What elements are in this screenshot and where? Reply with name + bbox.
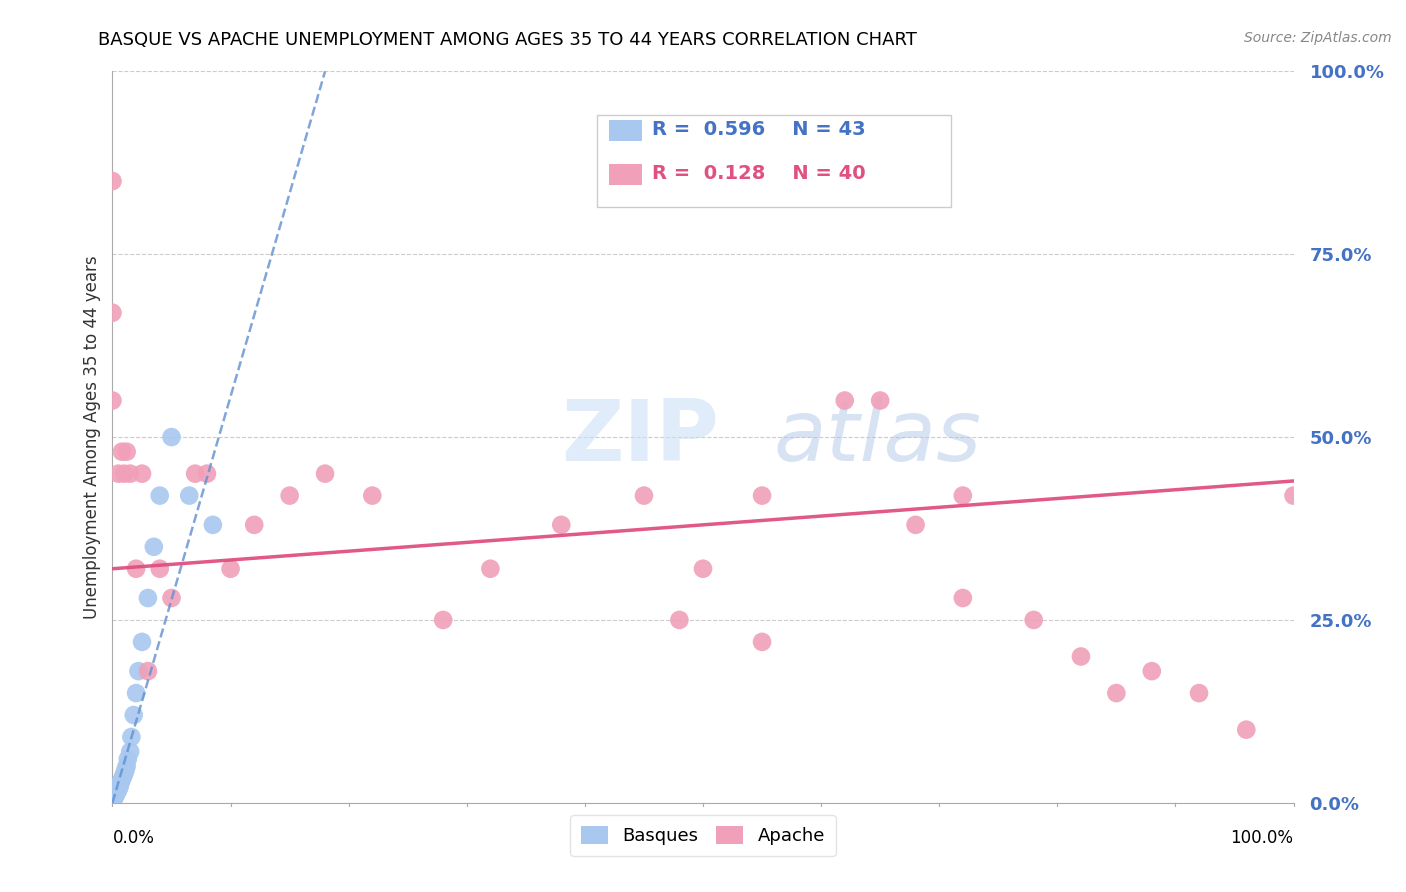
Point [104, 789, 127, 804]
Point [1105, 686, 1128, 700]
Point [149, 562, 172, 576]
Point [103, 790, 125, 805]
Point [115, 444, 138, 458]
Point [952, 591, 974, 605]
Point [107, 781, 129, 796]
Y-axis label: Unemployment Among Ages 35 to 44 years: Unemployment Among Ages 35 to 44 years [83, 255, 101, 619]
Point [184, 467, 207, 481]
Point [101, 393, 124, 408]
Point [179, 489, 201, 503]
Point [101, 796, 124, 810]
Point [101, 306, 124, 320]
Point [115, 759, 138, 773]
Point [131, 635, 153, 649]
Bar [596, 115, 950, 207]
Point [101, 794, 124, 808]
Point [751, 635, 773, 649]
Point [432, 613, 454, 627]
Point [101, 796, 124, 810]
Point [112, 769, 135, 783]
Point [125, 562, 148, 576]
Point [869, 393, 891, 408]
Point [1234, 723, 1257, 737]
Point [101, 793, 124, 807]
Point [314, 467, 336, 481]
Point [104, 789, 127, 804]
Point [120, 730, 142, 744]
Point [107, 782, 129, 797]
Point [633, 489, 655, 503]
Point [142, 540, 165, 554]
Point [101, 796, 124, 810]
Point [361, 489, 384, 503]
Point [219, 562, 242, 576]
Point [201, 517, 224, 532]
Point [904, 517, 927, 532]
Point [479, 562, 502, 576]
Legend: Basques, Apache: Basques, Apache [569, 815, 837, 856]
Point [104, 789, 127, 803]
Point [136, 664, 159, 678]
Point [107, 467, 129, 481]
Point [1188, 686, 1211, 700]
Point [111, 444, 134, 458]
Point [112, 766, 135, 780]
Point [114, 763, 136, 777]
Point [243, 517, 266, 532]
Point [195, 467, 218, 481]
Point [108, 778, 131, 792]
Point [120, 745, 142, 759]
Point [112, 467, 135, 481]
Text: R =  0.596    N = 43: R = 0.596 N = 43 [652, 120, 866, 139]
Point [101, 796, 124, 810]
Bar [609, 164, 641, 185]
Point [1022, 613, 1045, 627]
Point [105, 785, 128, 799]
Point [103, 792, 125, 806]
Point [160, 591, 183, 605]
Point [108, 780, 131, 794]
Point [1282, 489, 1305, 503]
Point [105, 784, 128, 798]
Text: BASQUE VS APACHE UNEMPLOYMENT AMONG AGES 35 TO 44 YEARS CORRELATION CHART: BASQUE VS APACHE UNEMPLOYMENT AMONG AGES… [98, 31, 917, 49]
Text: 100.0%: 100.0% [1230, 829, 1294, 847]
Text: atlas: atlas [773, 395, 981, 479]
Text: R =  0.128    N = 40: R = 0.128 N = 40 [652, 164, 866, 183]
Point [120, 467, 142, 481]
Point [117, 752, 139, 766]
Point [111, 772, 134, 787]
Point [149, 489, 172, 503]
Point [834, 393, 856, 408]
Point [101, 795, 124, 809]
Point [101, 795, 124, 809]
Point [550, 517, 572, 532]
Text: 0.0%: 0.0% [112, 829, 155, 847]
Point [751, 489, 773, 503]
Point [160, 430, 183, 444]
Point [105, 787, 128, 801]
Point [101, 794, 124, 808]
Text: ZIP: ZIP [561, 395, 718, 479]
Point [131, 467, 153, 481]
Point [1070, 649, 1092, 664]
Point [125, 686, 148, 700]
Point [101, 796, 124, 810]
Point [105, 786, 128, 800]
Point [1140, 664, 1163, 678]
Point [952, 489, 974, 503]
Point [122, 708, 145, 723]
Point [136, 591, 159, 605]
Point [127, 664, 149, 678]
Text: Source: ZipAtlas.com: Source: ZipAtlas.com [1244, 31, 1392, 45]
Point [103, 791, 125, 805]
Point [278, 489, 301, 503]
Point [668, 613, 690, 627]
Point [110, 775, 132, 789]
Point [692, 562, 714, 576]
Bar [609, 120, 641, 141]
Point [101, 174, 124, 188]
